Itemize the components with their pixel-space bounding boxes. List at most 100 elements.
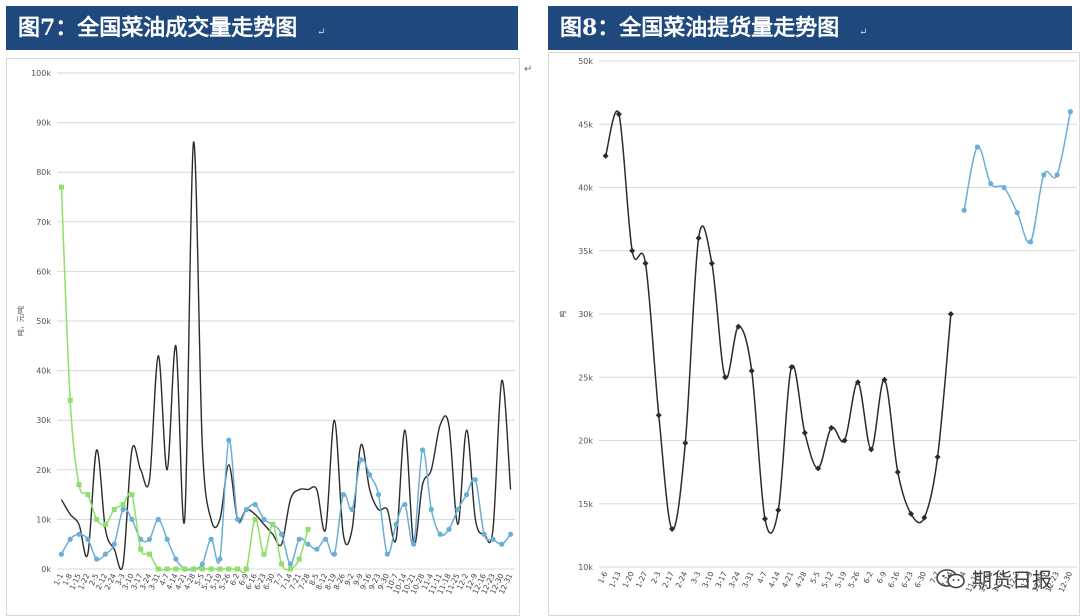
series-line [60, 141, 512, 571]
data-point [367, 472, 373, 478]
y-axis-label: 吨 [558, 311, 567, 318]
watermark-text: 期货日报 [972, 568, 1052, 592]
data-point [217, 566, 223, 572]
data-point [655, 412, 662, 419]
data-point [243, 506, 249, 513]
y-tick-label: 10k [36, 515, 51, 524]
chart-frame: 0k 10k 20k 30k 40k 50k 60k 70k 80k 90k 100k 吨，元/吨 1-… [6, 58, 520, 616]
y-tick-label: 0k [41, 565, 51, 574]
data-point [102, 551, 109, 557]
watermark: 期货日报 [936, 564, 1052, 593]
data-point [243, 566, 249, 572]
y-tick-label: 50k [36, 317, 51, 326]
data-point [988, 181, 994, 187]
data-point [85, 536, 91, 542]
y-tick-label: 30k [36, 416, 51, 425]
data-point [67, 397, 73, 403]
y-tick-label: 50k [578, 57, 593, 66]
data-point [340, 492, 346, 498]
data-point [642, 260, 649, 267]
data-point [199, 566, 205, 572]
data-point [775, 507, 782, 514]
data-point [507, 531, 514, 537]
series-line [60, 439, 512, 571]
data-point [437, 531, 443, 537]
line-chart-delivery: 10k15k20k25k30k35k40k45k50k吨1-61-131-201… [558, 57, 1077, 594]
data-point [358, 457, 364, 463]
x-tick-label: 5-5 [809, 570, 822, 585]
data-point [921, 514, 928, 521]
data-point [287, 561, 294, 567]
series-0 [60, 141, 512, 571]
chart-title: 图8：全国菜油提货量走势图 [560, 15, 840, 41]
data-point [94, 516, 100, 522]
data-point [947, 311, 954, 317]
data-point [226, 566, 232, 572]
data-point [815, 465, 822, 472]
data-point [111, 506, 117, 512]
data-point [287, 566, 293, 572]
data-point [146, 536, 153, 542]
x-tick-label: 6-30 [913, 570, 928, 589]
data-point [226, 437, 232, 443]
chart-panel-delivery: 图8：全国菜油提货量走势图 ↵ 10k 15k 20k 25k 30k 35k 40k 45k… [540, 0, 1080, 616]
data-point [138, 546, 144, 552]
chart-title-bar: 图7：全国菜油成交量走势图 ↵ [6, 6, 518, 50]
series-0 [602, 110, 954, 534]
data-point [182, 566, 188, 572]
y-axis-label: 吨，元/吨 [16, 306, 25, 336]
data-point [735, 323, 742, 330]
data-point [828, 424, 835, 431]
data-point [58, 551, 65, 557]
data-point [331, 551, 338, 557]
chart-title-bar: 图8：全国菜油提货量走势图 ↵ [548, 6, 1072, 50]
data-point [305, 526, 311, 532]
y-tick-label: 25k [578, 373, 593, 382]
data-point [155, 566, 161, 572]
series-2 [58, 184, 311, 574]
data-point [111, 541, 117, 547]
data-point [58, 184, 64, 190]
data-point [472, 477, 478, 483]
data-point [841, 437, 848, 444]
data-point [191, 566, 197, 572]
data-point [908, 510, 915, 517]
x-tick-label: 6-2 [862, 570, 875, 585]
data-point [748, 367, 755, 374]
x-tick-label: 1-27 [634, 570, 649, 589]
data-point [305, 541, 311, 547]
y-tick-label: 80k [36, 168, 51, 177]
y-tick-label: 70k [36, 218, 51, 227]
y-tick-label: 10k [578, 563, 593, 572]
x-tick-label: 3-31 [740, 570, 755, 589]
data-point [669, 526, 676, 533]
data-point [164, 566, 170, 572]
data-point [393, 521, 399, 527]
data-point [261, 551, 267, 557]
data-point [120, 506, 126, 513]
paragraph-mark: ↵ [858, 27, 868, 38]
data-point [314, 546, 320, 552]
data-point [208, 536, 214, 542]
data-point [252, 501, 258, 508]
data-point [252, 516, 258, 522]
data-point [894, 469, 901, 476]
data-point [481, 531, 487, 537]
x-tick-label: 2-3 [649, 570, 662, 585]
y-tick-label: 45k [578, 120, 593, 129]
data-point [76, 482, 82, 488]
data-point [934, 453, 941, 460]
data-point [788, 364, 795, 371]
data-point [375, 492, 382, 498]
y-tick-label: 20k [578, 437, 593, 446]
line-chart-volume: 0k10k20k30k40k50k60k70k80k90k100k吨，元/吨1-… [16, 69, 515, 596]
data-point [695, 235, 702, 242]
data-point [76, 531, 82, 537]
data-point [279, 561, 285, 567]
data-point [120, 502, 126, 508]
chart-frame: 10k 15k 20k 25k 30k 35k 40k 45k 50k 吨 1-6 1-13 1-20 1… [548, 52, 1080, 616]
data-point [1001, 184, 1007, 191]
series-line [604, 110, 952, 534]
series-line [963, 111, 1072, 244]
y-tick-label: 90k [36, 119, 51, 128]
